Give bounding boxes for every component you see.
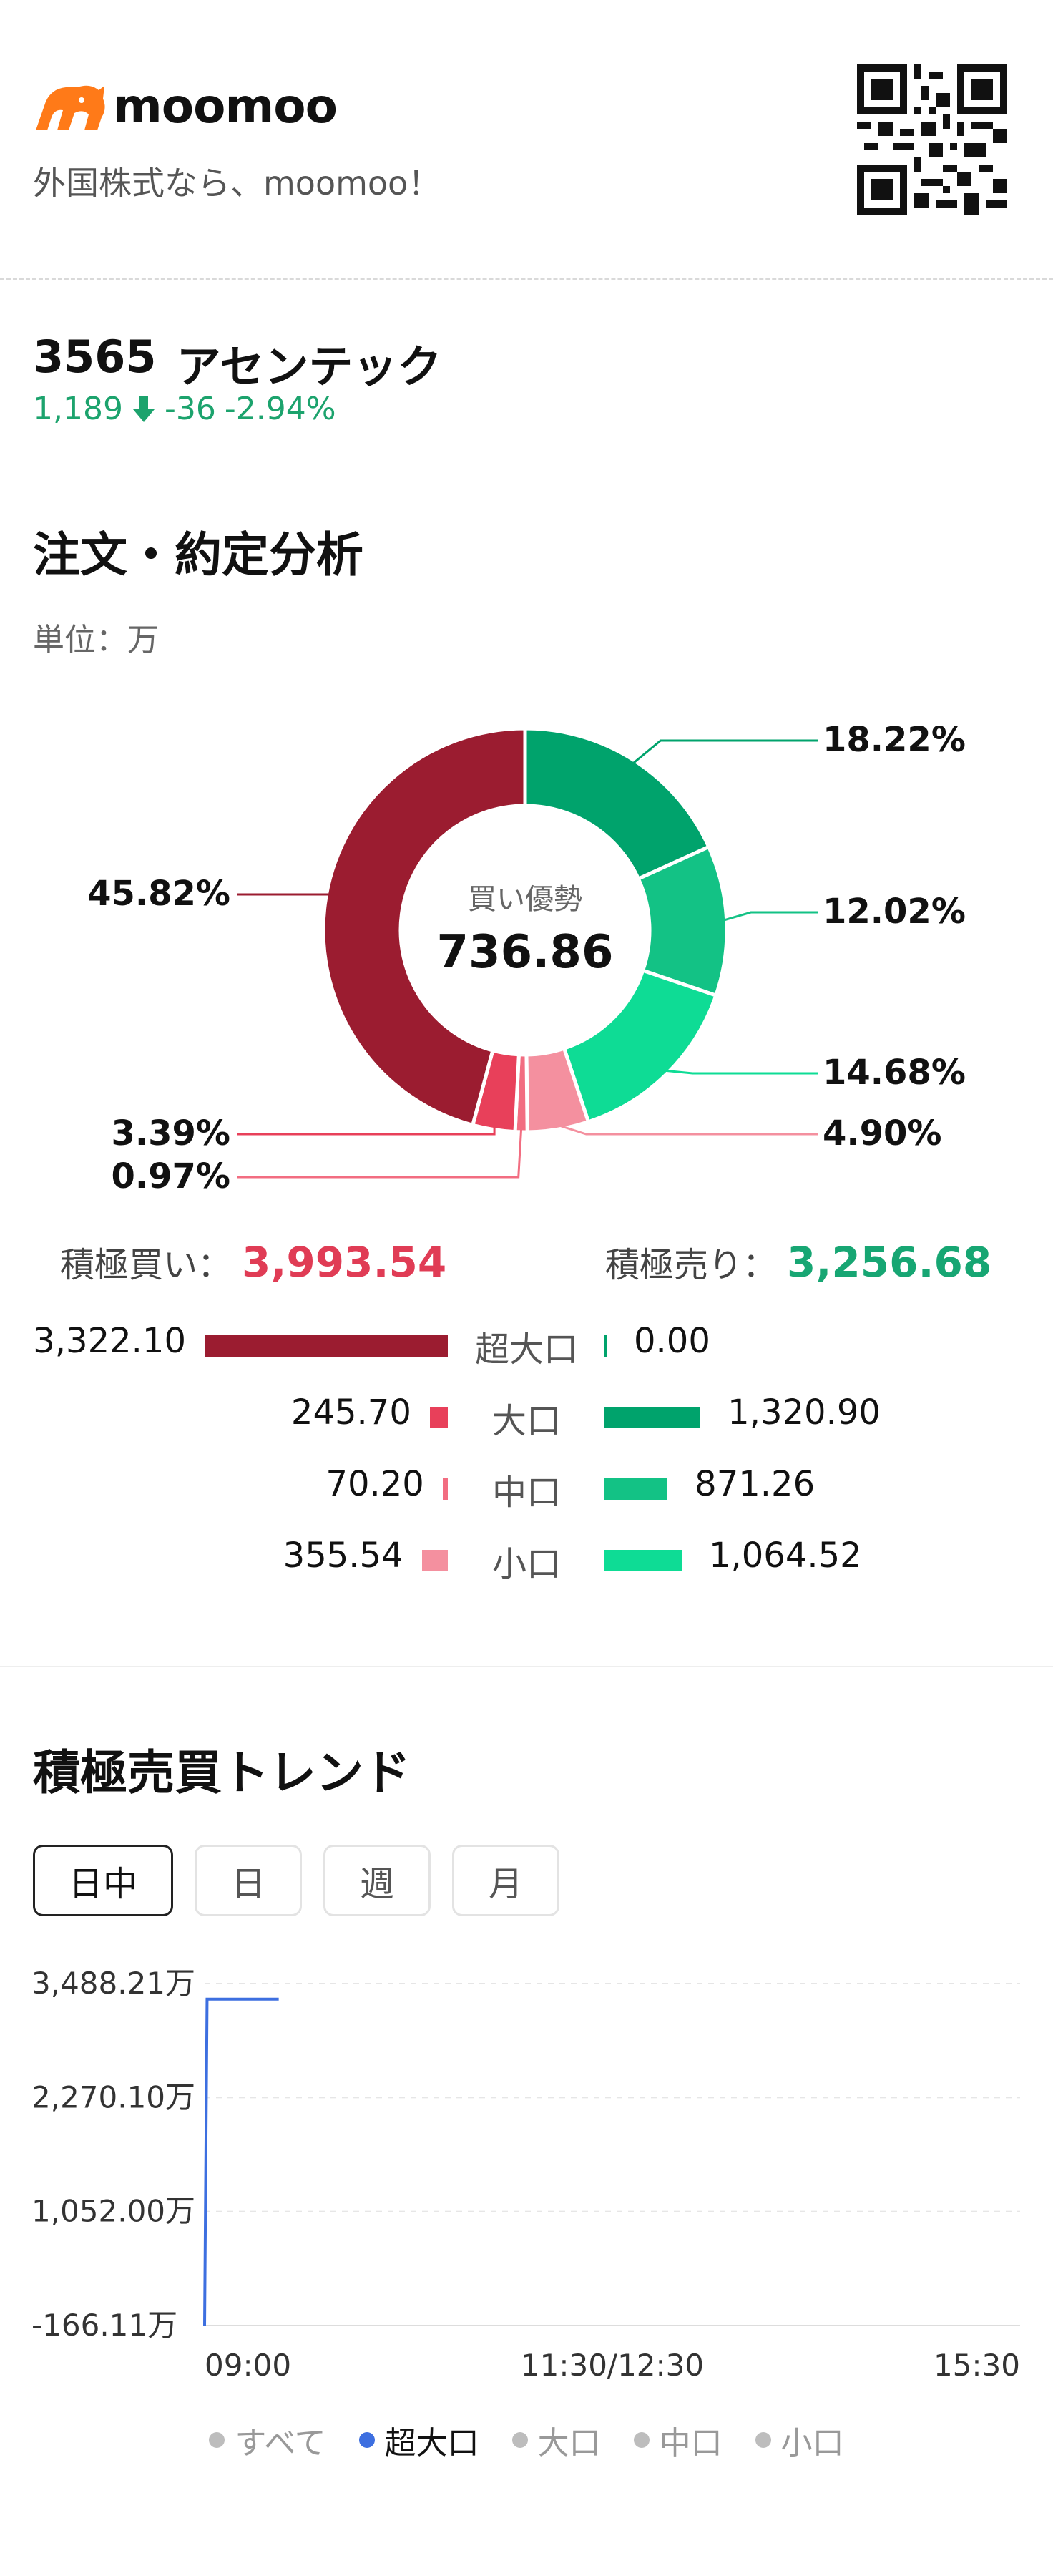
analysis-title: 注文・約定分析 (33, 527, 363, 582)
series-line-super-large (203, 1997, 279, 2326)
donut-percent-label: 3.39% (111, 1113, 230, 1153)
buy-value: 70.20 (325, 1464, 424, 1504)
sell-summary-total: 3,256.68 (787, 1238, 992, 1287)
legend-label: 中口 (659, 2425, 723, 2462)
order-size-category: 超大口 (474, 1330, 578, 1370)
donut-percent-label: 18.22% (823, 720, 966, 760)
stock-quote: 1,189 -36 -2.94% (33, 391, 336, 427)
donut-leader-line (237, 893, 330, 904)
donut-center-label: 買い優勢 (468, 883, 582, 916)
donut-slice (562, 968, 719, 1124)
donut-leader-line (237, 1125, 496, 1136)
sell-bar (604, 1335, 607, 1357)
legend-dot-icon (358, 2432, 375, 2448)
donut-leader-line (631, 739, 818, 766)
period-tabs: 日中 日 週 月 (33, 1845, 559, 1916)
y-tick-label: 1,052.00万 (31, 2194, 195, 2229)
sell-value: 1,064.52 (708, 1536, 862, 1576)
donut-leader-line (664, 1069, 818, 1075)
unit-label: 単位：万 (33, 622, 159, 658)
tab-month[interactable]: 月 (452, 1845, 559, 1916)
donut-percent-label: 14.68% (823, 1053, 966, 1093)
order-analysis-donut: 18.22%12.02%14.68%4.90%0.97%3.39%45.82% … (87, 720, 966, 1196)
sell-value: 0.00 (634, 1321, 710, 1361)
donut-leader-line (237, 1127, 523, 1179)
sell-value: 871.26 (695, 1464, 816, 1504)
order-size-row: 3,322.10 超大口 0.00 (0, 1314, 1053, 1371)
sell-bar (604, 1550, 682, 1571)
sell-bar (604, 1407, 701, 1428)
buy-value: 245.70 (290, 1392, 411, 1433)
app-header: moomoo 外国株式なら、moomoo！ (0, 0, 1053, 280)
legend-item[interactable]: 超大口 (358, 2417, 479, 2463)
qr-code-icon[interactable] (857, 64, 1007, 215)
legend-item[interactable]: 中口 (633, 2417, 723, 2463)
trend-title: 積極売買トレンド (33, 1745, 411, 1800)
order-size-row: 245.70 大口 1,320.90 (0, 1385, 1053, 1443)
order-size-row: 355.54 小口 1,064.52 (0, 1528, 1053, 1586)
legend-dot-icon (755, 2432, 771, 2448)
legend-item[interactable]: すべて (209, 2417, 326, 2463)
stock-change: -36 (164, 391, 216, 427)
donut-center-value: 736.86 (437, 926, 614, 979)
legend-dot-icon (209, 2432, 225, 2448)
order-size-category: 小口 (491, 1544, 561, 1584)
buy-value: 3,322.10 (33, 1321, 186, 1361)
donut-percent-label: 45.82% (87, 874, 230, 914)
donut-leader-line (722, 911, 818, 922)
y-tick-label: 3,488.21万 (31, 1966, 195, 2001)
buy-bar (421, 1550, 448, 1571)
order-size-row: 70.20 中口 871.26 (0, 1457, 1053, 1514)
trend-legend: すべて 超大口 大口 中口 小口 (0, 2417, 1053, 2463)
legend-label: 小口 (780, 2425, 844, 2462)
legend-dot-icon (511, 2432, 528, 2448)
tab-week[interactable]: 週 (323, 1845, 431, 1916)
buy-bar (205, 1335, 448, 1357)
donut-slice (523, 726, 712, 882)
legend-label: 大口 (537, 2425, 601, 2462)
donut-percent-label: 4.90% (823, 1113, 942, 1153)
legend-dot-icon (633, 2432, 650, 2448)
stock-code: 3565 (33, 331, 157, 383)
legend-label: 超大口 (384, 2425, 479, 2462)
arrow-down-icon (132, 396, 155, 422)
sell-value: 1,320.90 (728, 1392, 881, 1433)
tagline: 外国株式なら、moomoo！ (33, 164, 441, 203)
donut-percent-label: 0.97% (111, 1156, 230, 1196)
donut-leader-line (557, 1123, 818, 1136)
brand-name: moomoo (113, 79, 338, 134)
sell-summary: 積極売り： 3,256.68 (605, 1236, 991, 1287)
brand-logo[interactable]: moomoo (33, 79, 338, 134)
order-size-category: 中口 (491, 1473, 561, 1513)
header-divider (0, 278, 1053, 280)
tab-intraday[interactable]: 日中 (33, 1845, 173, 1916)
order-size-category: 大口 (491, 1401, 561, 1441)
buy-summary-total: 3,993.54 (242, 1238, 447, 1287)
y-tick-label: -166.11万 (31, 2308, 177, 2343)
sell-summary-label: 積極売り： (605, 1245, 778, 1285)
x-tick-label: 09:00 (205, 2348, 291, 2383)
legend-item[interactable]: 小口 (755, 2417, 844, 2463)
trend-line-chart: 3,488.21万 2,270.10万 1,052.00万 -166.11万 09:0… (31, 1966, 1020, 2383)
stock-price: 1,189 (33, 391, 123, 427)
x-tick-label: 15:30 (934, 2348, 1020, 2383)
donut-slice (321, 726, 527, 1128)
buy-value: 355.54 (283, 1536, 403, 1576)
donut-percent-label: 12.02% (823, 892, 966, 932)
buy-summary: 積極買い： 3,993.54 (60, 1236, 446, 1287)
stock-title: 3565 アセンテック (33, 331, 441, 395)
legend-label: すべて (235, 2425, 326, 2462)
stock-name: アセンテック (176, 341, 442, 393)
buy-bar (429, 1407, 448, 1428)
tab-day[interactable]: 日 (195, 1845, 302, 1916)
moomoo-logo-icon (36, 85, 105, 130)
y-tick-label: 2,270.10万 (31, 2079, 195, 2114)
x-tick-label: 11:30/12:30 (521, 2348, 704, 2383)
stock-change-pct: -2.94% (224, 391, 336, 427)
sell-bar (604, 1478, 668, 1500)
buy-bar (442, 1478, 448, 1500)
buy-summary-label: 積極買い： (60, 1245, 232, 1285)
legend-item[interactable]: 大口 (511, 2417, 601, 2463)
section-divider (0, 1666, 1053, 1667)
